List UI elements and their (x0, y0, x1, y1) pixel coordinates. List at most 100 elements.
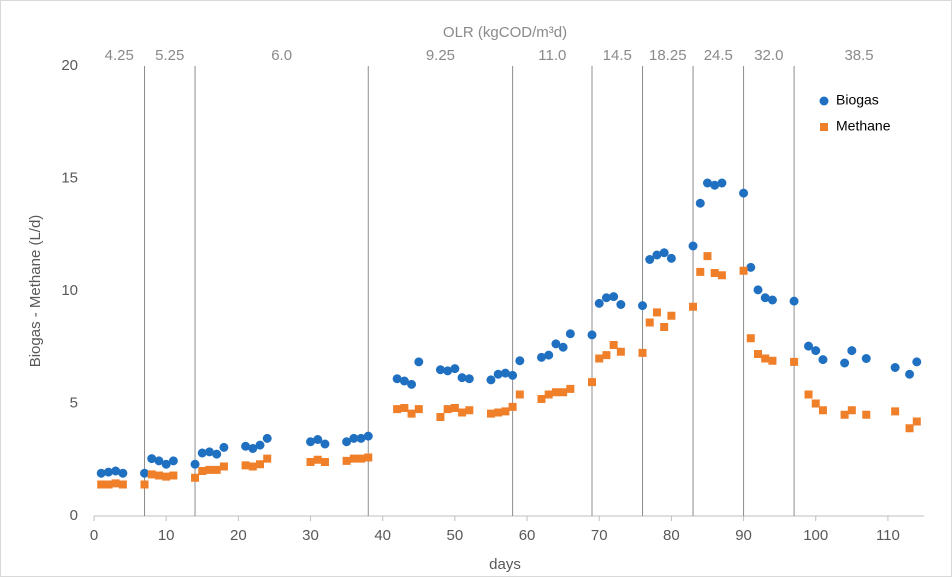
y-tick-label: 10 (61, 282, 78, 299)
data-point (147, 470, 156, 479)
data-point (544, 390, 553, 399)
data-point (536, 352, 546, 362)
data-point (111, 479, 120, 488)
data-point (436, 413, 445, 421)
data-point (544, 350, 554, 360)
data-point (558, 342, 568, 352)
phase-label: 9.25 (426, 47, 455, 64)
data-point (103, 467, 113, 477)
x-tick-label: 90 (735, 527, 752, 544)
data-point (659, 248, 669, 258)
data-point (168, 456, 178, 466)
phase-label: 6.0 (271, 47, 292, 64)
data-point (609, 292, 619, 302)
data-point (349, 454, 358, 463)
data-point (363, 431, 373, 441)
data-point (140, 480, 149, 489)
x-tick-label: 0 (90, 527, 98, 544)
data-point (342, 437, 352, 447)
data-point (493, 369, 503, 379)
data-point (349, 433, 359, 443)
data-point (660, 323, 669, 331)
data-point (616, 347, 625, 356)
data-point (140, 468, 150, 478)
data-point (104, 480, 113, 489)
data-point (414, 405, 423, 414)
data-point (212, 465, 221, 474)
data-point (818, 355, 828, 365)
data-point (861, 354, 871, 363)
data-point (241, 441, 251, 451)
legend-label: Methane (836, 118, 891, 134)
chart-title: OLR (kgCOD/m³d) (443, 24, 567, 41)
data-point (588, 378, 596, 387)
data-point (486, 409, 495, 418)
data-point (392, 374, 402, 384)
data-point (313, 435, 323, 444)
data-point (753, 285, 763, 295)
x-tick-label: 40 (374, 527, 391, 544)
data-point (320, 458, 329, 466)
legend-marker (820, 123, 828, 131)
data-point (118, 480, 127, 489)
data-point (746, 334, 755, 343)
data-point (407, 379, 417, 389)
x-tick-label: 80 (663, 527, 680, 544)
phase-label: 18.25 (649, 47, 687, 64)
data-point (811, 346, 821, 356)
data-point (710, 269, 719, 277)
data-point (306, 458, 315, 466)
x-tick-label: 20 (230, 527, 247, 544)
data-point (96, 468, 106, 478)
y-tick-label: 15 (61, 169, 78, 186)
data-point (508, 402, 517, 411)
data-point (717, 178, 727, 188)
data-point (198, 467, 207, 475)
data-point (587, 330, 597, 340)
data-point (342, 456, 351, 465)
data-point (191, 473, 200, 482)
data-point (811, 399, 820, 408)
data-point (666, 253, 676, 263)
data-point (97, 480, 106, 489)
data-point (458, 408, 467, 417)
data-point (400, 404, 409, 412)
data-point (717, 271, 726, 280)
phase-label: 24.5 (704, 47, 733, 64)
data-point (313, 455, 322, 464)
y-tick-label: 0 (70, 507, 78, 524)
data-point (761, 354, 770, 363)
data-point (356, 433, 366, 443)
data-point (818, 406, 827, 415)
data-point (256, 460, 264, 469)
data-point (847, 406, 856, 415)
data-point (565, 329, 575, 339)
data-point (602, 351, 611, 360)
data-point (559, 388, 568, 397)
data-point (695, 198, 705, 208)
data-point (407, 409, 416, 418)
data-point (537, 395, 546, 403)
data-point (840, 358, 850, 368)
y-tick-label: 5 (70, 394, 78, 411)
data-point (212, 449, 222, 459)
data-point (457, 373, 467, 383)
data-point (306, 437, 316, 447)
x-axis-label: days (489, 556, 521, 573)
data-point (118, 468, 128, 478)
data-point (219, 442, 229, 452)
data-point (616, 300, 626, 309)
data-point (241, 461, 250, 470)
data-point (161, 459, 171, 469)
data-point (248, 444, 258, 453)
data-point (638, 348, 647, 357)
data-point (450, 364, 460, 374)
data-point (414, 357, 424, 367)
data-point (804, 390, 813, 399)
phase-label: 11.0 (538, 47, 566, 64)
data-point (450, 404, 459, 412)
data-point (890, 363, 900, 372)
data-point (847, 346, 857, 356)
data-point (702, 178, 712, 188)
data-point (768, 356, 777, 365)
